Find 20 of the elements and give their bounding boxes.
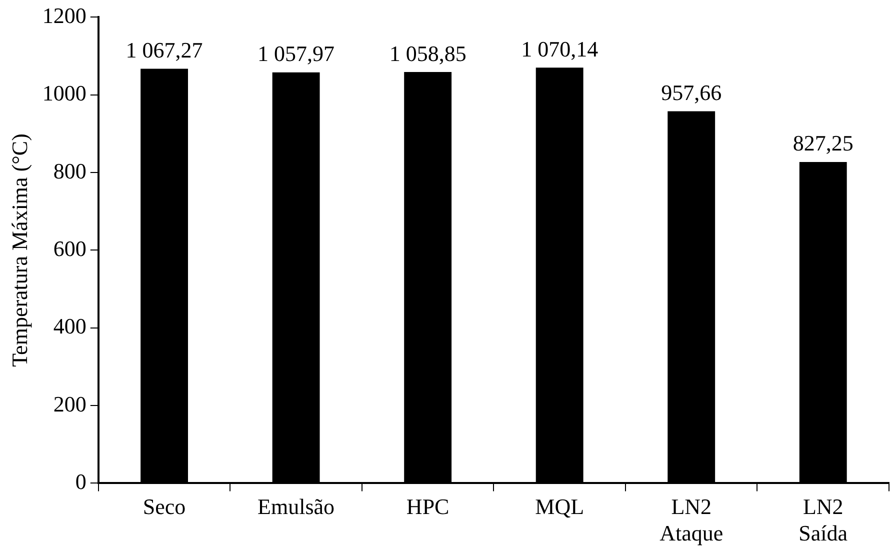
x-tick-label: LN2 Ataque	[660, 494, 724, 546]
x-tick-label: HPC	[406, 494, 450, 520]
x-tick-label: MQL	[535, 494, 584, 520]
x-tick-label: Emulsão	[258, 494, 335, 520]
y-tick-label: 200	[53, 391, 86, 416]
data-label: 827,25	[792, 130, 854, 156]
data-label: 1 067,27	[126, 38, 203, 63]
y-tick-label: 1000	[42, 80, 86, 106]
x-tick-label: LN2 Saída	[798, 494, 848, 546]
y-tick-label: 1200	[42, 2, 86, 28]
data-label: 1 058,85	[389, 40, 466, 66]
y-tick-label: 0	[75, 468, 86, 494]
data-label: 1 070,14	[521, 36, 598, 62]
y-tick-label: 600	[53, 236, 86, 261]
data-label: 1 057,97	[258, 41, 335, 66]
data-label: 957,66	[661, 80, 722, 106]
y-tick-label: 400	[53, 314, 86, 339]
y-axis-title: Temperatura Máxima (°C)	[6, 134, 32, 367]
y-tick-label: 800	[53, 158, 86, 184]
x-tick-label: Seco	[142, 494, 186, 520]
